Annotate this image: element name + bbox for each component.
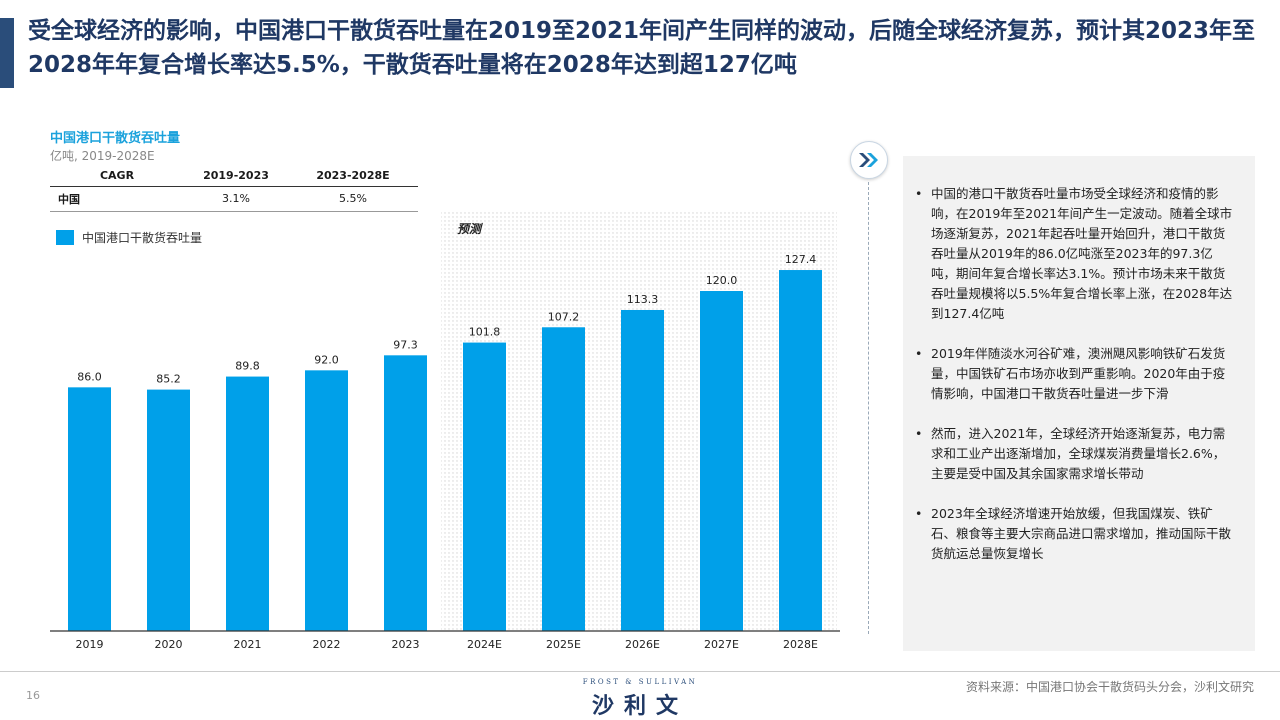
x-tick-label: 2028E xyxy=(783,638,818,651)
x-tick-label: 2023 xyxy=(392,638,420,651)
x-tick-label: 2027E xyxy=(704,638,739,651)
list-item: 2023年全球经济增速开始放缓，但我国煤炭、铁矿石、粮食等主要大宗商品进口需求增… xyxy=(915,504,1233,564)
bar xyxy=(68,387,111,631)
data-label: 86.0 xyxy=(77,370,102,383)
forecast-label: 预测 xyxy=(457,222,483,236)
bar xyxy=(700,291,743,631)
cagr-header-2019-2023: 2019-2023 xyxy=(184,166,288,187)
bar xyxy=(384,355,427,631)
legend-swatch xyxy=(56,230,74,245)
cagr-row-label: 中国 xyxy=(50,186,184,212)
bar xyxy=(779,270,822,631)
data-label: 101.8 xyxy=(469,326,501,339)
bar xyxy=(226,376,269,631)
x-tick-label: 2022 xyxy=(313,638,341,651)
x-tick-label: 2025E xyxy=(546,638,581,651)
bar xyxy=(147,389,190,631)
chart-title: 中国港口干散货吞吐量 xyxy=(50,131,181,146)
data-label: 113.3 xyxy=(627,293,659,306)
cagr-value-2019-2023: 3.1% xyxy=(184,186,288,212)
bar xyxy=(542,327,585,631)
x-tick-label: 2020 xyxy=(155,638,183,651)
cagr-header: CAGR xyxy=(50,166,184,187)
title-accent-bar xyxy=(0,18,14,88)
info-panel: 中国的港口干散货吞吐量市场受全球经济和疫情的影响，在2019年至2021年间产生… xyxy=(903,156,1255,651)
bar xyxy=(463,342,506,631)
legend-label: 中国港口干散货吞吐量 xyxy=(82,231,203,245)
footer-divider xyxy=(0,671,1280,672)
chevron-right-icon xyxy=(850,141,888,179)
cagr-table: CAGR 2019-2023 2023-2028E 中国 3.1% 5.5% xyxy=(50,166,418,212)
logo: 沙利文 xyxy=(591,694,688,719)
data-label: 85.2 xyxy=(156,373,181,386)
logo-wordmark: FROST & SULLIVAN xyxy=(582,678,698,686)
data-label: 120.0 xyxy=(706,274,738,287)
table-row: 中国 3.1% 5.5% xyxy=(50,186,418,212)
bar xyxy=(305,370,348,631)
x-tick-label: 2021 xyxy=(234,638,262,651)
bar-chart: 预测 86.0 2019 85.2 2020 89.8 2021 92.0 2022 97.3 20… xyxy=(50,211,840,651)
data-label: 107.2 xyxy=(548,310,580,323)
bar xyxy=(621,309,664,631)
dashed-divider xyxy=(868,182,869,634)
data-label: 92.0 xyxy=(314,353,339,366)
x-tick-label: 2026E xyxy=(625,638,660,651)
list-item: 然而，进入2021年，全球经济开始逐渐复苏，电力需求和工业产出逐渐增加，全球煤炭… xyxy=(915,424,1233,484)
cagr-header-2023-2028: 2023-2028E xyxy=(288,166,418,187)
data-label: 127.4 xyxy=(785,253,817,266)
chart-legend: 中国港口干散货吞吐量 xyxy=(56,229,202,246)
list-item: 中国的港口干散货吞吐量市场受全球经济和疫情的影响，在2019年至2021年间产生… xyxy=(915,184,1233,324)
data-label: 97.3 xyxy=(393,338,418,351)
chart-subtitle: 亿吨, 2019-2028E xyxy=(50,149,155,163)
cagr-value-2023-2028: 5.5% xyxy=(288,186,418,212)
page-title: 受全球经济的影响，中国港口干散货吞吐量在2019至2021年间产生同样的波动，后… xyxy=(28,18,1256,78)
x-tick-label: 2019 xyxy=(76,638,104,651)
source-note: 资料来源：中国港口协会干散货码头分会，沙利文研究 xyxy=(965,680,1254,694)
x-tick-label: 2024E xyxy=(467,638,502,651)
page-number: 16 xyxy=(26,689,40,702)
list-item: 2019年伴随淡水河谷矿难，澳洲飓风影响铁矿石发货量，中国铁矿石市场亦收到严重影… xyxy=(915,344,1233,404)
data-label: 89.8 xyxy=(235,360,260,373)
bullet-list: 中国的港口干散货吞吐量市场受全球经济和疫情的影响，在2019年至2021年间产生… xyxy=(915,184,1233,564)
